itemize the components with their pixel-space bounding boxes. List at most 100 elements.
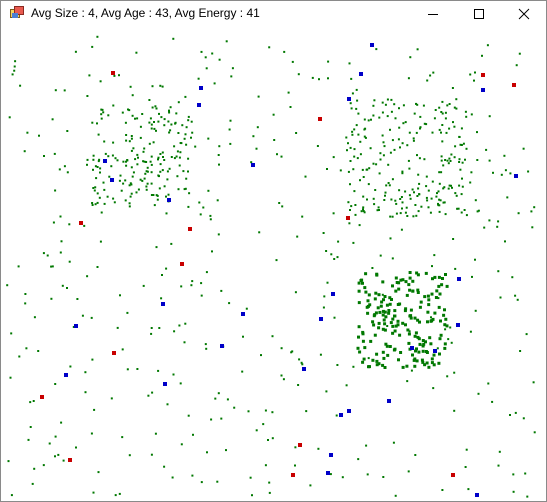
plant-dot bbox=[214, 398, 216, 400]
plant-dot bbox=[19, 85, 21, 87]
herbivore-dot bbox=[220, 344, 224, 348]
plant-dot bbox=[429, 342, 432, 345]
plant-dot bbox=[354, 148, 356, 150]
title-bar[interactable]: Avg Size : 4, Avg Age : 43, Avg Energy :… bbox=[1, 1, 546, 26]
plant-dot bbox=[144, 178, 146, 180]
minimize-button[interactable] bbox=[410, 1, 456, 26]
plant-dot bbox=[375, 311, 378, 314]
plant-dot bbox=[396, 213, 398, 215]
simulation-canvas[interactable] bbox=[1, 26, 546, 501]
plant-dot bbox=[173, 374, 175, 376]
carnivore-dot bbox=[318, 117, 322, 121]
plant-dot bbox=[394, 290, 397, 293]
plant-dot bbox=[347, 201, 349, 203]
plant-dot bbox=[100, 113, 102, 115]
plant-dot bbox=[177, 150, 179, 152]
plant-dot bbox=[374, 334, 377, 337]
plant-dot bbox=[379, 172, 381, 174]
plant-dot bbox=[419, 157, 421, 159]
plant-dot bbox=[369, 340, 372, 343]
plant-dot bbox=[157, 158, 159, 160]
plant-dot bbox=[281, 205, 283, 207]
plant-dot bbox=[241, 371, 243, 373]
plant-dot bbox=[378, 209, 380, 211]
plant-dot bbox=[523, 148, 525, 150]
plant-dot bbox=[402, 122, 404, 124]
plant-dot bbox=[415, 347, 418, 350]
plant-dot bbox=[398, 138, 400, 140]
plant-dot bbox=[54, 383, 56, 385]
plant-dot bbox=[100, 80, 102, 82]
plant-dot bbox=[91, 433, 93, 435]
plant-dot bbox=[366, 306, 369, 309]
plant-dot bbox=[62, 285, 64, 287]
plant-dot bbox=[131, 138, 133, 140]
carnivore-dot bbox=[40, 395, 44, 399]
plant-dot bbox=[216, 481, 218, 483]
plant-dot bbox=[371, 267, 373, 269]
plant-dot bbox=[526, 496, 528, 498]
plant-dot bbox=[461, 212, 463, 214]
plant-dot bbox=[268, 482, 270, 484]
plant-dot bbox=[60, 216, 62, 218]
plant-dot bbox=[152, 107, 154, 109]
plant-dot bbox=[10, 377, 12, 379]
plant-dot bbox=[175, 122, 177, 124]
plant-dot bbox=[127, 109, 129, 111]
plant-dot bbox=[372, 115, 374, 117]
plant-dot bbox=[170, 243, 172, 245]
plant-dot bbox=[459, 158, 461, 160]
plant-dot bbox=[426, 362, 429, 365]
close-button[interactable] bbox=[501, 1, 547, 26]
plant-dot bbox=[182, 170, 184, 172]
plant-dot bbox=[111, 397, 113, 399]
plant-dot bbox=[28, 439, 30, 441]
plant-dot bbox=[454, 156, 456, 158]
plant-dot bbox=[112, 105, 114, 107]
plant-dot bbox=[348, 171, 350, 173]
plant-dot bbox=[417, 48, 419, 50]
plant-dot bbox=[265, 464, 267, 466]
plant-dot bbox=[210, 218, 212, 220]
plant-dot bbox=[176, 175, 178, 177]
plant-dot bbox=[356, 124, 358, 126]
plant-dot bbox=[206, 271, 208, 273]
plant-dot bbox=[375, 273, 378, 276]
plant-dot bbox=[498, 465, 500, 467]
plant-dot bbox=[318, 78, 320, 80]
plant-dot bbox=[470, 331, 472, 333]
plant-dot bbox=[399, 198, 401, 200]
plant-dot bbox=[118, 74, 120, 76]
maximize-button[interactable] bbox=[456, 1, 502, 26]
plant-dot bbox=[378, 322, 381, 325]
plant-dot bbox=[218, 145, 220, 147]
plant-dot bbox=[144, 173, 146, 175]
plant-dot bbox=[336, 415, 338, 417]
plant-dot bbox=[252, 135, 254, 137]
plant-dot bbox=[225, 449, 227, 451]
plant-dot bbox=[93, 409, 95, 411]
plant-dot bbox=[330, 473, 332, 475]
plant-dot bbox=[410, 198, 412, 200]
plant-dot bbox=[452, 238, 454, 240]
plant-dot bbox=[104, 203, 106, 205]
plant-dot bbox=[131, 166, 133, 168]
herbivore-dot bbox=[161, 302, 165, 306]
plant-dot bbox=[415, 331, 418, 334]
plant-dot bbox=[206, 67, 208, 69]
plant-dot bbox=[153, 141, 155, 143]
plant-dot bbox=[112, 155, 114, 157]
plant-dot bbox=[465, 111, 467, 113]
plant-dot bbox=[172, 477, 174, 479]
plant-dot bbox=[422, 339, 425, 342]
plant-dot bbox=[43, 155, 45, 157]
plant-dot bbox=[54, 153, 56, 155]
plant-dot bbox=[357, 113, 359, 115]
plant-dot bbox=[465, 466, 467, 468]
plant-dot bbox=[163, 159, 165, 161]
plant-dot bbox=[391, 111, 393, 113]
plant-dot bbox=[119, 180, 121, 182]
plant-dot bbox=[437, 362, 440, 365]
plant-dot bbox=[217, 199, 219, 201]
plant-dot bbox=[433, 354, 436, 357]
